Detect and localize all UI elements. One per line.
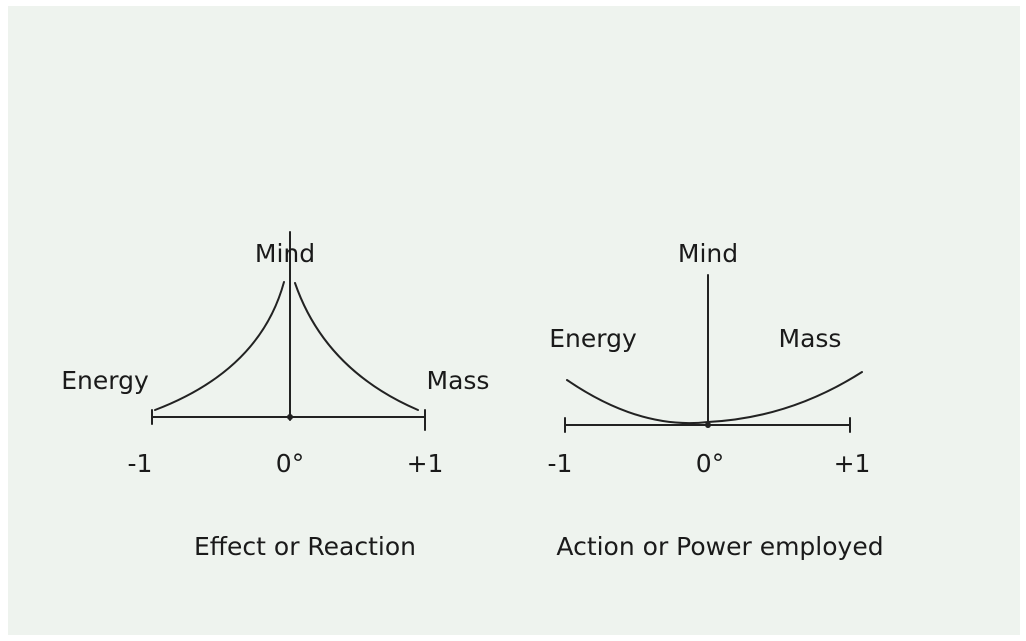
- curve-left: [154, 281, 285, 411]
- origin: [287, 414, 293, 420]
- left-label: Energy: [549, 324, 637, 353]
- tick-label: +1: [834, 449, 871, 478]
- tick-label: 0°: [276, 449, 304, 478]
- right-label: Mass: [779, 324, 842, 353]
- caption: Action or Power employed: [556, 532, 883, 561]
- left-label: Energy: [61, 366, 149, 395]
- top-label: Mind: [255, 239, 315, 268]
- diagram-left: Mind Energy Mass -1 0° +1 Effect or Reac…: [61, 231, 490, 561]
- tick-label: 0°: [696, 449, 724, 478]
- caption: Effect or Reaction: [194, 532, 416, 561]
- diagram-right: Mind Energy Mass -1 0° +1 Action or Powe…: [548, 239, 884, 561]
- origin: [705, 422, 711, 428]
- curve: [566, 371, 863, 425]
- background: [8, 6, 1020, 635]
- tick-label: -1: [128, 449, 153, 478]
- top-label: Mind: [678, 239, 738, 268]
- right-label: Mass: [427, 366, 490, 395]
- curve-right: [294, 282, 419, 411]
- tick-label: +1: [407, 449, 444, 478]
- tick-label: -1: [548, 449, 573, 478]
